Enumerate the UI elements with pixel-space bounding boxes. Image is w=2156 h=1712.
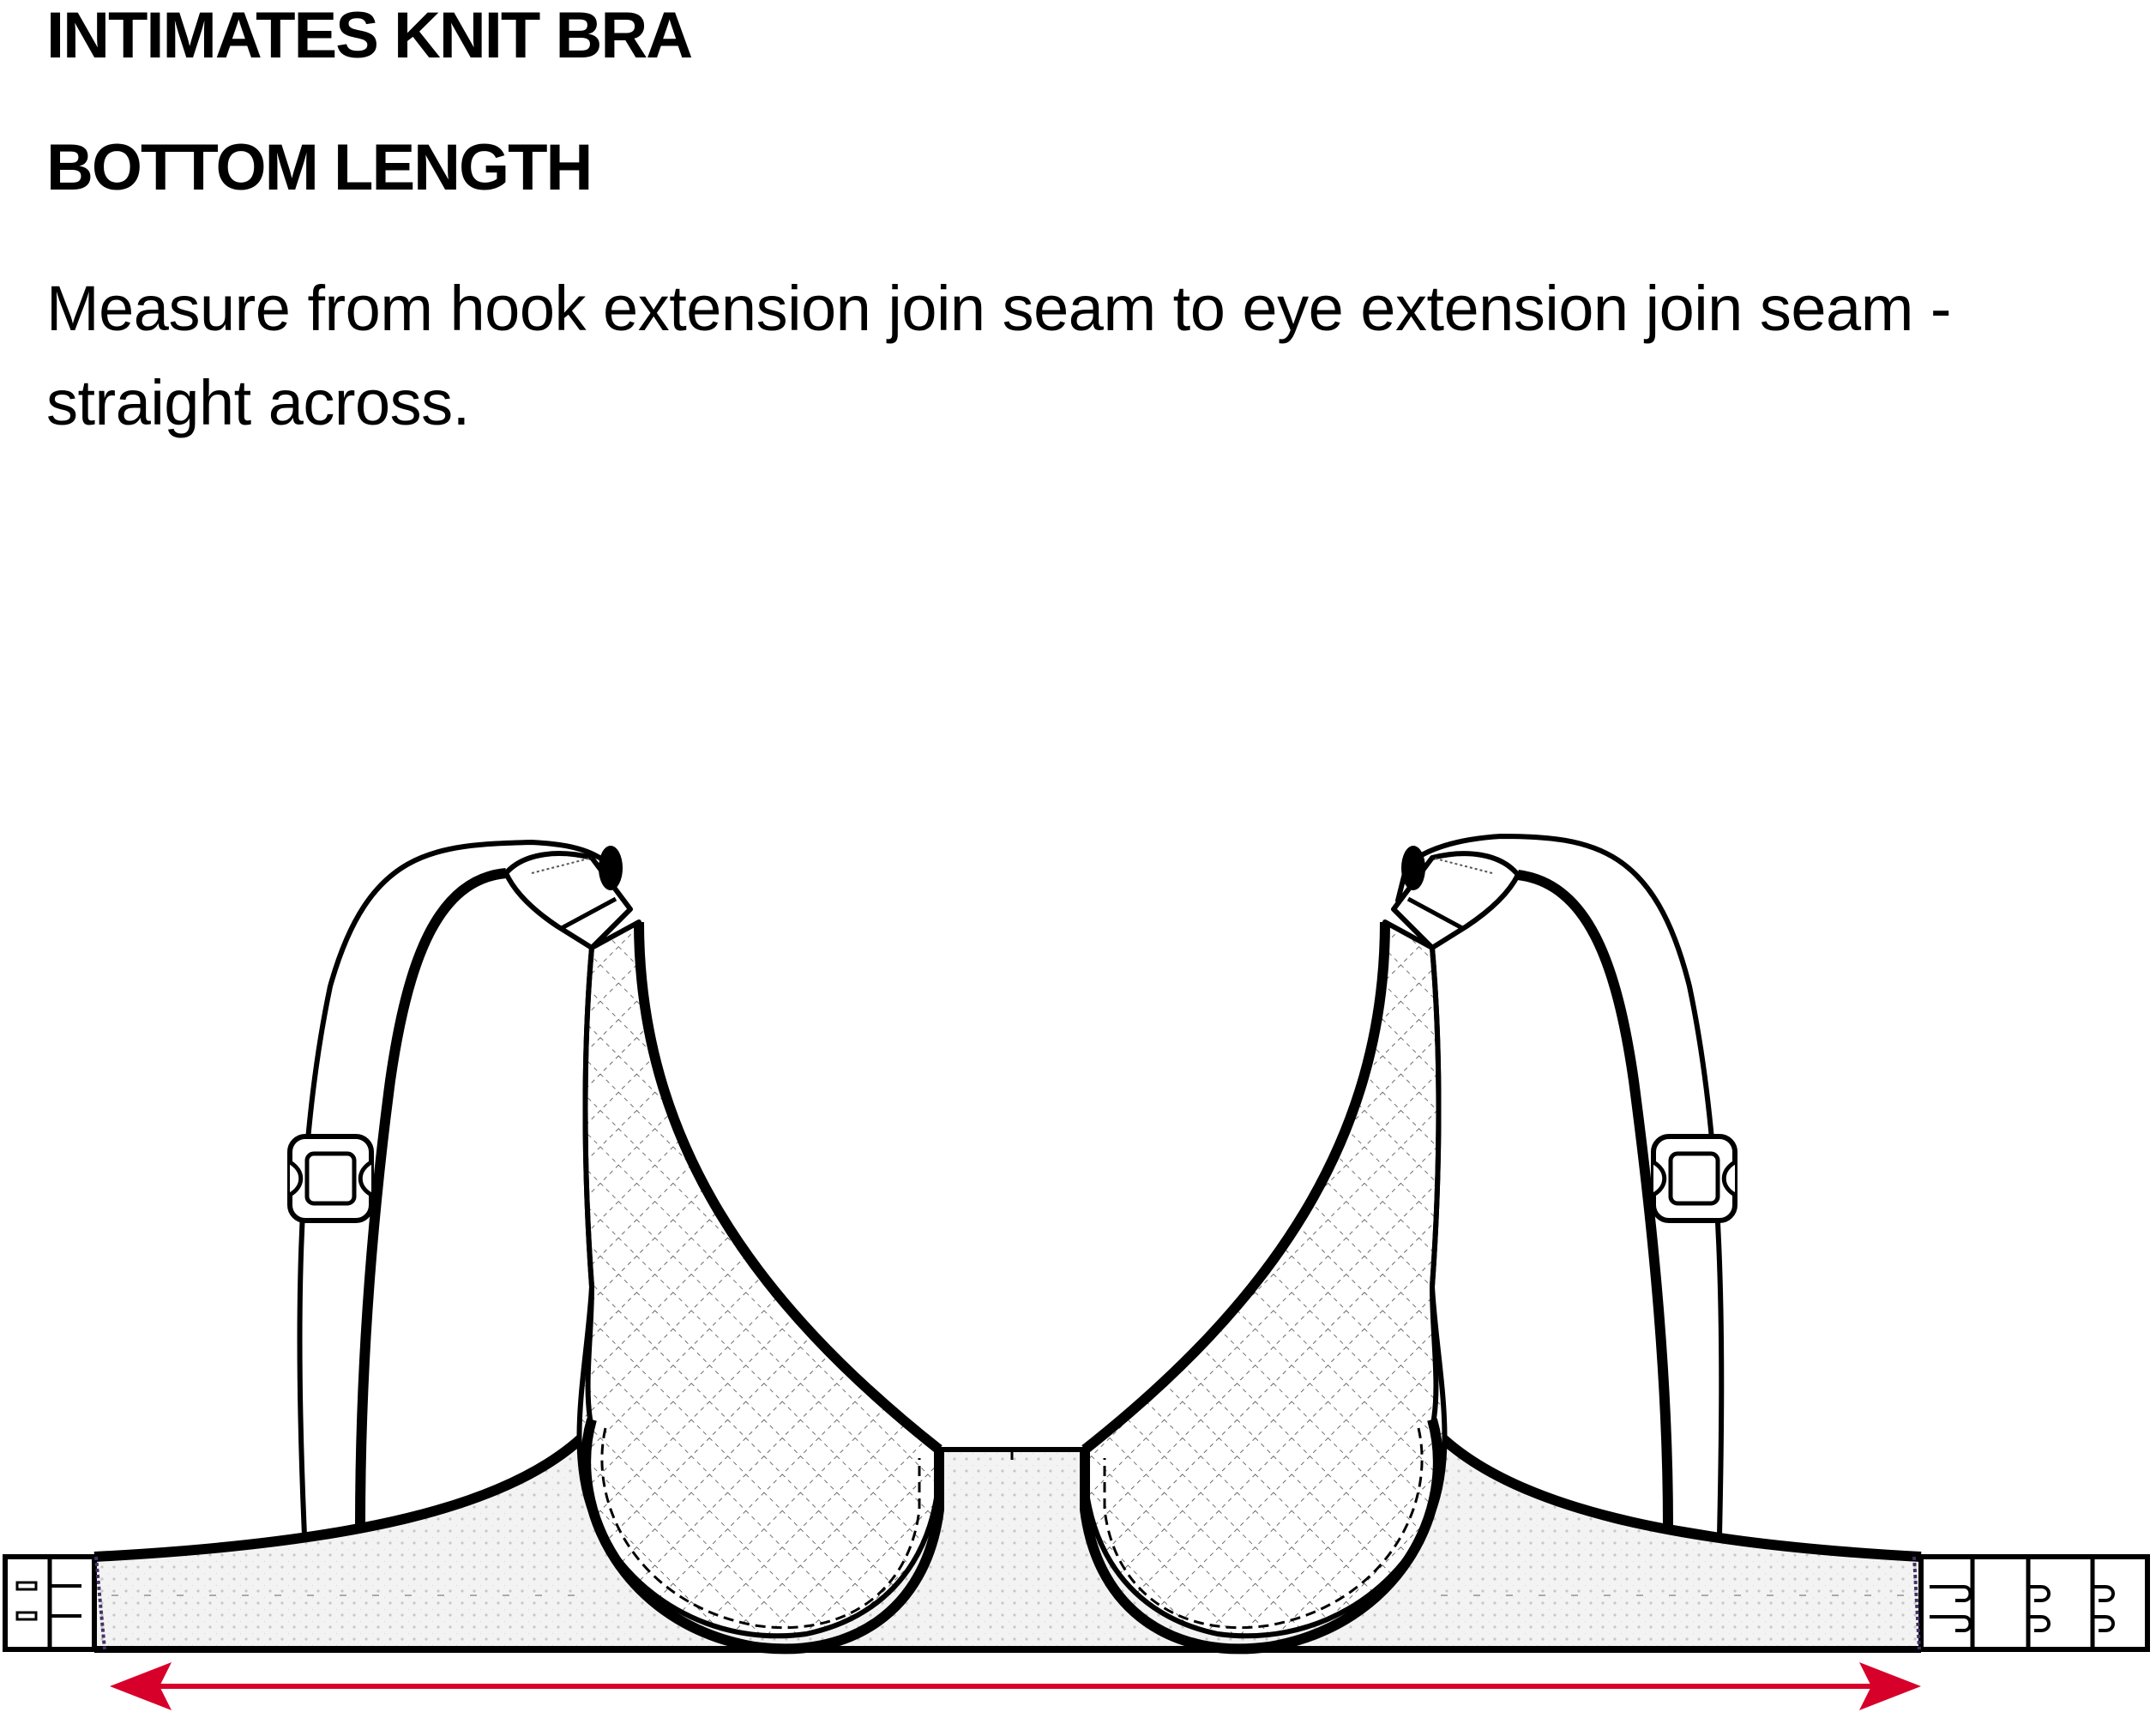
- eye-extension: [1912, 1554, 2150, 1652]
- hook-extension: [3, 1554, 106, 1652]
- left-strap-tab: [503, 846, 633, 950]
- measurement-name: BOTTOM LENGTH: [46, 131, 593, 204]
- measurement-instructions: Measure from hook extension join seam to…: [46, 273, 1952, 438]
- left-cup: [576, 919, 944, 1655]
- right-strap-tab: [1391, 846, 1521, 950]
- right-strap-slider: [1651, 1134, 1737, 1223]
- right-cup: [1080, 919, 1448, 1655]
- bottom-length-arrow: [110, 1662, 1921, 1710]
- bra-band: [92, 1424, 1924, 1653]
- page-title: INTIMATES KNIT BRA: [46, 0, 693, 72]
- left-strap-slider: [287, 1134, 374, 1223]
